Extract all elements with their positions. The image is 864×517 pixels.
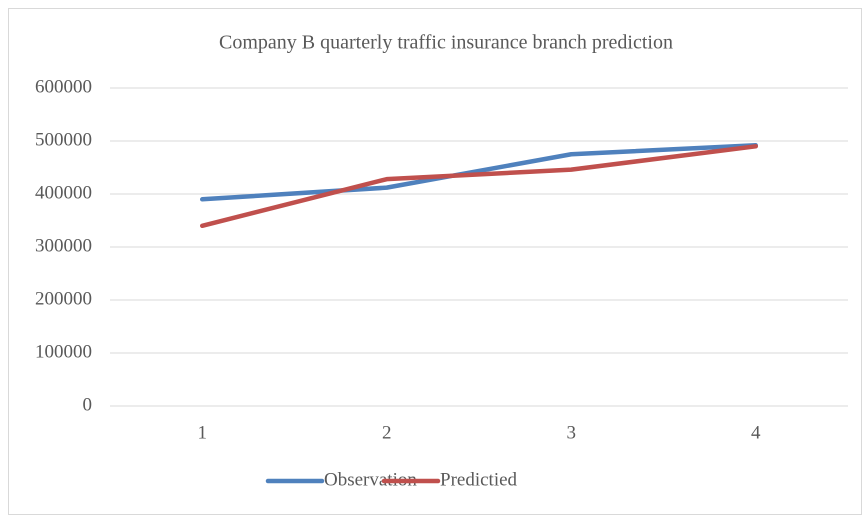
x-tick-label: 4 [751, 422, 761, 443]
y-tick-label: 500000 [35, 129, 92, 150]
legend-label: Predictied [440, 469, 518, 490]
legend-label: Observation [324, 469, 417, 490]
y-tick-label: 400000 [35, 182, 92, 203]
x-tick-label: 2 [382, 422, 392, 443]
y-tick-label: 300000 [35, 235, 92, 256]
x-tick-label: 3 [567, 422, 577, 443]
chart-border [8, 8, 862, 515]
series-line [200, 142, 758, 202]
series-line [200, 144, 758, 229]
y-tick-label: 0 [83, 394, 93, 415]
y-tick-label: 200000 [35, 288, 92, 309]
chart-title: Company B quarterly traffic insurance br… [219, 32, 673, 54]
y-tick-label: 100000 [35, 341, 92, 362]
y-tick-label: 600000 [35, 76, 92, 97]
x-tick-label: 1 [198, 422, 208, 443]
